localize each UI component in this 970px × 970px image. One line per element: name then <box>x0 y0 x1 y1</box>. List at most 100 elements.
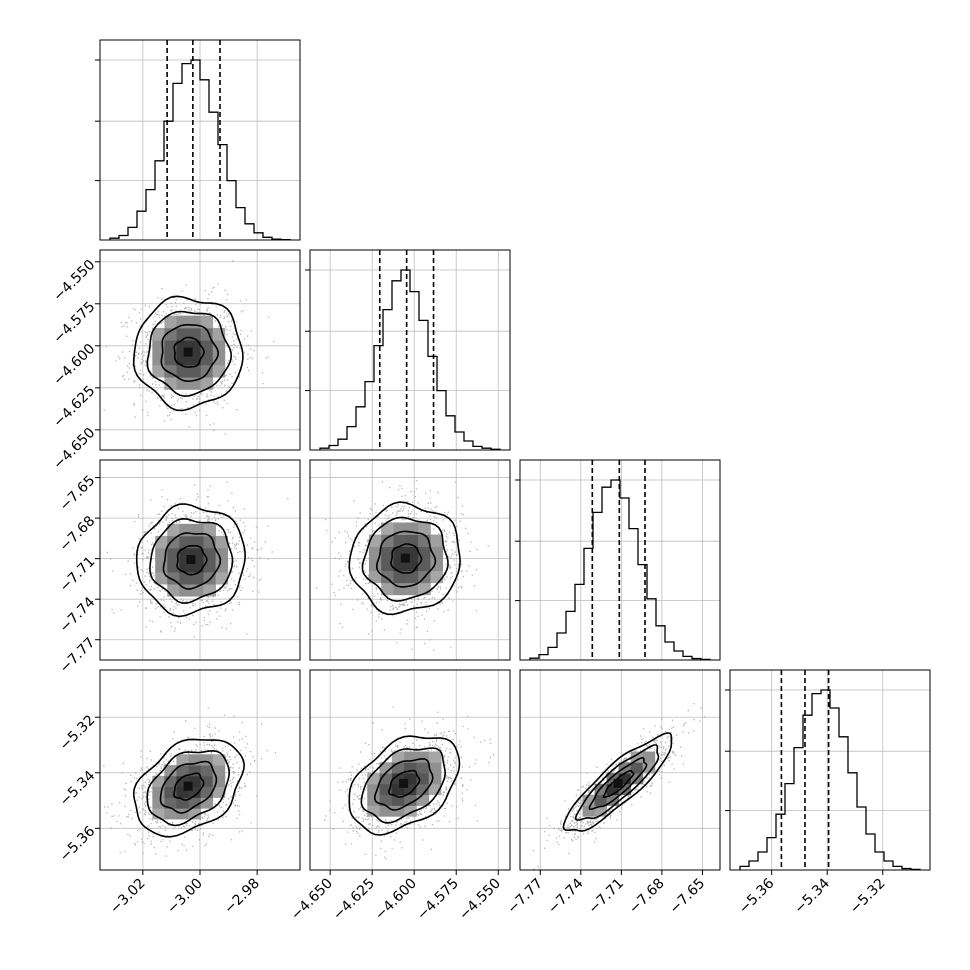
density-cell <box>200 775 214 788</box>
density-cell <box>176 808 189 820</box>
density-cell <box>391 794 405 806</box>
density-cell <box>176 797 189 809</box>
x-tick-label: −4.650 <box>288 876 336 924</box>
histogram-bars <box>109 59 291 241</box>
density-cell <box>428 751 442 763</box>
y-tick-label: −7.77 <box>57 635 99 677</box>
density-cell <box>367 805 380 817</box>
density-cell <box>188 364 202 378</box>
y-tick-label: −4.625 <box>50 383 98 431</box>
x-tick-label: −3.00 <box>164 876 206 918</box>
scatter-panel-3-0 <box>99 669 301 871</box>
x-tick-label: −7.68 <box>626 876 668 918</box>
x-axis-0: −3.02 −3.00 −2.98 <box>107 870 263 917</box>
x-tick-label: −4.550 <box>456 876 504 924</box>
density-peak <box>399 778 409 788</box>
contour-line <box>132 295 244 412</box>
y-tick-label: −5.36 <box>57 823 99 865</box>
density-cell <box>391 762 405 774</box>
density-cell <box>381 570 394 584</box>
density-cell <box>367 773 380 785</box>
density-cell <box>200 797 214 809</box>
contour-line <box>602 769 635 799</box>
density-cell <box>215 547 229 561</box>
density-cell <box>594 783 608 796</box>
density-cell <box>167 523 180 537</box>
density-cell <box>167 584 180 597</box>
density-cell <box>176 377 189 390</box>
y-axis-2: −7.77−7.74−7.71−7.68−7.65 <box>57 473 100 677</box>
y-tick-label: −7.65 <box>57 473 99 515</box>
x-tick-label: −2.98 <box>221 876 263 918</box>
density-cell <box>430 534 444 548</box>
density-cell <box>381 522 394 535</box>
density-cell <box>212 775 226 788</box>
contour-line <box>146 310 233 397</box>
density-cell <box>200 352 214 366</box>
density-cell <box>152 364 165 378</box>
y-axis-1: −4.650−4.625−4.600−4.575−4.550 <box>50 257 100 473</box>
density-cell <box>416 762 430 774</box>
density-cell <box>618 773 632 785</box>
y-tick-label: −4.600 <box>50 341 98 389</box>
density-cell <box>200 377 214 390</box>
density-cell <box>179 535 192 549</box>
density-cell <box>391 751 405 763</box>
density-cell <box>167 535 180 549</box>
scatter-panel-2-0 <box>99 459 301 661</box>
density-cell <box>379 794 393 806</box>
density-cell <box>642 751 656 763</box>
scatter-panel-3-1 <box>309 669 511 871</box>
contour-line <box>159 760 218 814</box>
contour-line <box>348 501 461 616</box>
hist-panel-1 <box>305 249 511 451</box>
x-tick-label: −4.625 <box>330 876 378 924</box>
density-cell <box>416 794 430 806</box>
x-tick-label: −7.74 <box>545 875 587 917</box>
density-cell <box>379 805 393 817</box>
density-cell <box>200 340 214 353</box>
density-peak <box>183 347 193 357</box>
density-cell <box>152 327 165 341</box>
y-tick-label: −7.68 <box>57 513 99 555</box>
y-tick-label: −7.74 <box>57 594 99 636</box>
contour-line <box>374 758 434 811</box>
panel-frame <box>99 459 301 661</box>
density-cell <box>418 546 431 560</box>
density-cell <box>381 534 394 548</box>
contour-line <box>173 772 205 801</box>
density-cell <box>404 783 417 796</box>
density-cell <box>176 775 189 788</box>
density-cell <box>164 327 177 341</box>
density-cell <box>630 751 644 763</box>
density-cell <box>404 773 417 785</box>
contour-line <box>146 749 231 827</box>
density-cell <box>212 786 226 798</box>
density-cell <box>152 808 165 820</box>
contour-line <box>562 732 673 832</box>
panel-content <box>532 703 706 870</box>
density-cell <box>381 546 394 560</box>
scatter-panel-1-0 <box>99 249 301 451</box>
panel-content <box>103 260 275 435</box>
density-cell <box>215 572 229 585</box>
y-tick-label: −4.550 <box>50 257 98 305</box>
panel-frame <box>309 459 511 661</box>
density-cell <box>200 315 214 329</box>
contour-line <box>132 738 246 838</box>
density-cell <box>428 783 442 796</box>
histogram-bars <box>319 269 501 450</box>
hist-panel-3 <box>725 669 931 871</box>
density-cell <box>642 762 656 774</box>
density-cell <box>212 765 226 777</box>
panel-content <box>310 480 489 652</box>
density-cell <box>188 808 202 820</box>
y-tick-label: −4.575 <box>50 299 98 347</box>
density-cell <box>152 797 165 809</box>
contour-line <box>390 543 423 574</box>
density-cell <box>155 535 168 549</box>
panel-frame <box>309 669 511 871</box>
density-cell <box>167 547 180 561</box>
density-cell <box>188 786 202 798</box>
